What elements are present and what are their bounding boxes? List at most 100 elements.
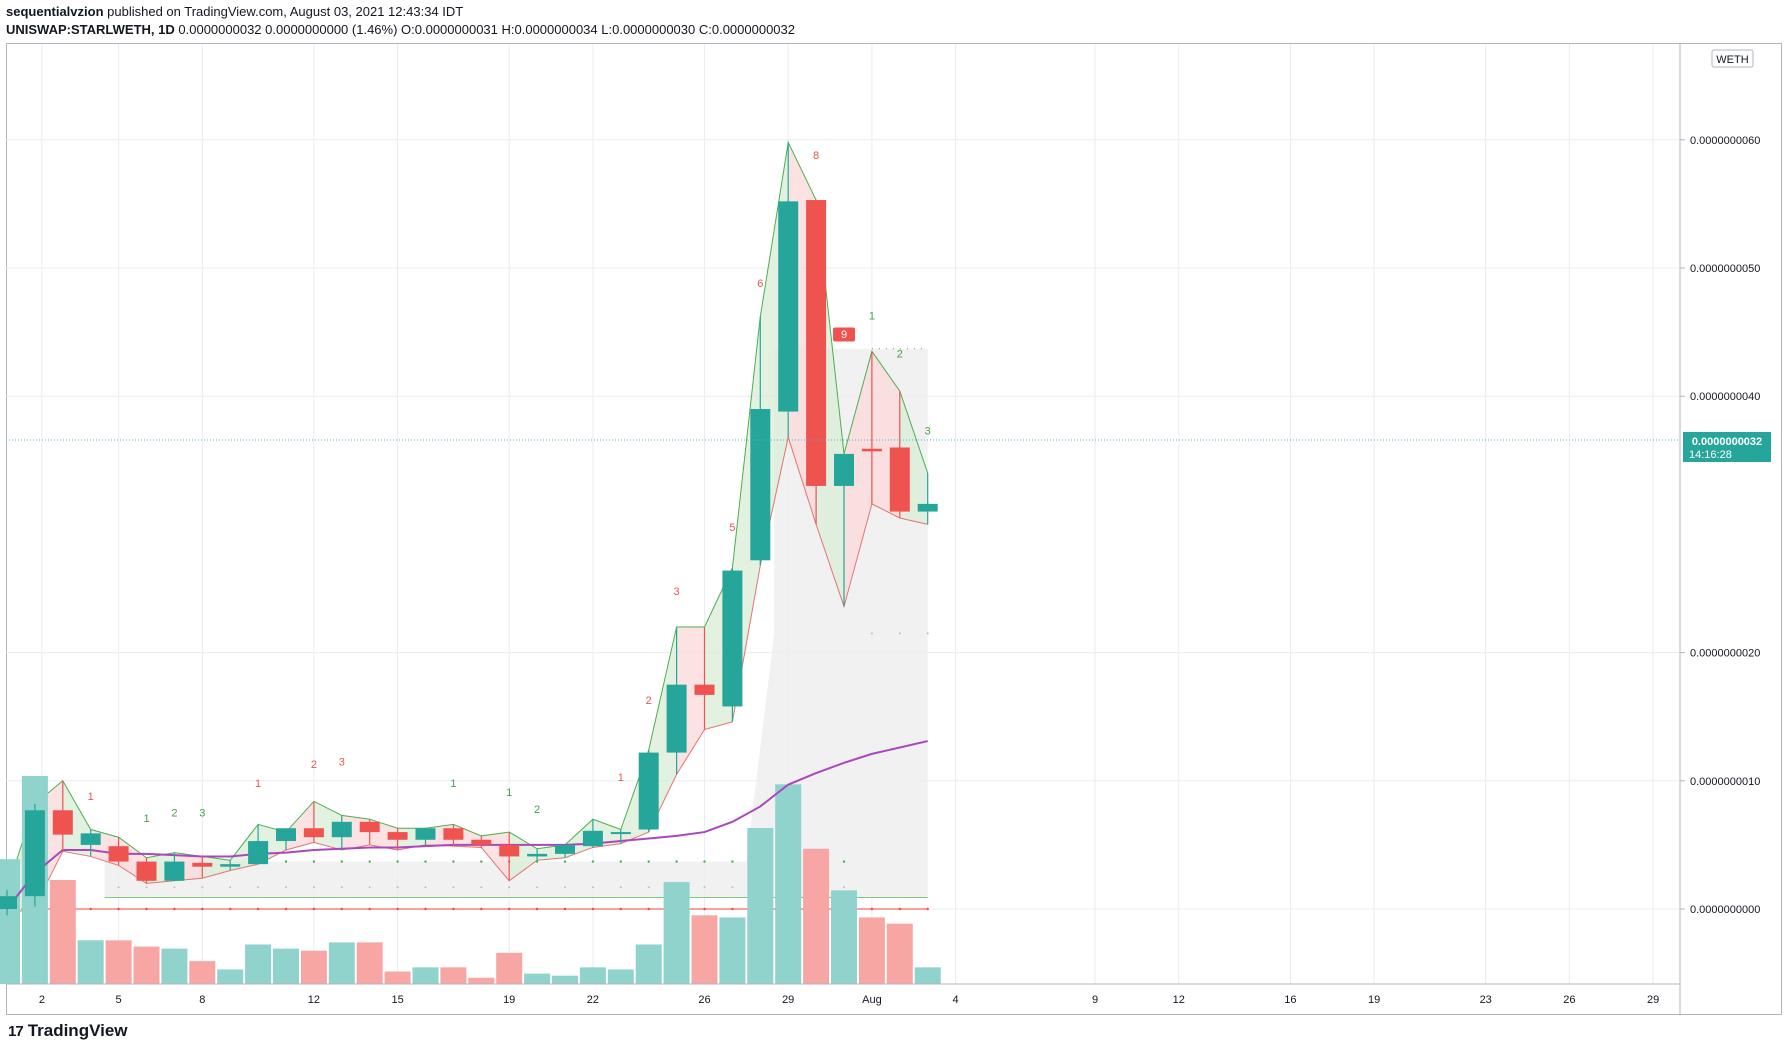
candle-body — [80, 833, 101, 845]
level-dot — [703, 907, 706, 911]
volume-bar — [496, 952, 523, 984]
volume-bar — [77, 940, 104, 984]
candle-body — [359, 821, 380, 833]
candle-body — [555, 844, 575, 854]
level-dot — [145, 886, 148, 889]
level-dot — [619, 860, 622, 863]
candle-body — [192, 862, 213, 867]
level-dot — [396, 907, 399, 911]
price-tick-label: 0.0000000020 — [1690, 648, 1760, 660]
price-tick-label: 0.0000000040 — [1690, 391, 1760, 403]
time-axis: 2 5 8 12 15 19 22 26 29 Aug 4 9 12 16 19 23 26 29 — [6, 983, 1680, 1006]
td-count-label: 3 — [925, 426, 931, 438]
volume-bar — [747, 828, 774, 984]
volume-bar — [663, 882, 690, 984]
level-dot — [647, 860, 650, 863]
level-dot — [675, 860, 678, 863]
volume-bar — [691, 915, 718, 984]
level-dot — [284, 907, 288, 911]
candle-body — [778, 201, 799, 412]
volume-bar — [914, 967, 941, 984]
td-count-label: 2 — [534, 804, 540, 816]
td-count-label: 1 — [506, 787, 512, 799]
volume-bar — [133, 946, 160, 984]
candles — [0, 142, 938, 916]
candle-body — [527, 853, 548, 857]
level-dot — [843, 886, 845, 889]
level-dot — [229, 907, 232, 911]
volume-bar — [579, 967, 606, 984]
volume-bar — [858, 917, 885, 984]
currency-badge[interactable]: WETH — [1711, 49, 1754, 68]
published-text: published on TradingView.com, August 03,… — [107, 4, 464, 19]
level-dot — [368, 907, 371, 911]
level-dot — [117, 907, 120, 911]
candle-body — [331, 821, 352, 838]
price-tick-label: 0.0000000000 — [1690, 904, 1760, 916]
time-tick-label: 12 — [308, 994, 320, 1006]
candle-body — [220, 864, 241, 867]
candle-body — [610, 832, 631, 835]
level-dot — [424, 907, 427, 911]
volume-bar — [468, 977, 495, 984]
time-tick-label: Aug — [862, 994, 882, 1006]
level-dot — [564, 886, 566, 889]
level-dot — [424, 860, 427, 863]
candle-body — [499, 844, 520, 857]
moving-average — [6, 740, 928, 910]
price-tag-value: 0.0000000032 — [1692, 436, 1762, 448]
level-dot — [731, 907, 734, 911]
candle-body — [889, 447, 910, 512]
level-dot — [145, 907, 148, 911]
time-tick-label: 5 — [116, 994, 122, 1006]
candle-body — [387, 832, 408, 840]
volume-bar — [552, 975, 578, 984]
td-count-label: 1 — [869, 310, 875, 322]
td-count-label: 2 — [171, 808, 177, 820]
level-dot — [563, 860, 567, 863]
level-dot — [368, 886, 371, 889]
candle-body — [917, 503, 938, 512]
time-tick-label: 23 — [1480, 994, 1492, 1006]
level-dot — [536, 886, 539, 889]
td-count-label: 8 — [813, 150, 819, 162]
price-tick-label: 0.0000000010 — [1690, 776, 1760, 788]
level-dot — [480, 886, 483, 889]
level-dot — [284, 860, 288, 863]
level-dot — [201, 907, 204, 911]
brand-name: TradingView — [27, 1021, 128, 1040]
author-name[interactable]: sequentialvzion — [6, 4, 104, 19]
volume-bar — [328, 942, 355, 984]
td-count-label: 1 — [88, 791, 94, 803]
price-tag-countdown: 14:16:28 — [1689, 449, 1732, 461]
low-envelope — [6, 435, 928, 916]
level-dot — [591, 907, 595, 911]
level-dot — [285, 886, 287, 889]
level-dot — [647, 886, 650, 889]
ohlc-values: 0.0000000032 0.0000000000 (1.46%) O:0.00… — [178, 22, 795, 37]
td-count-label: 6 — [757, 278, 763, 290]
candle-body — [443, 828, 464, 840]
price-tag: 0.0000000032 14:16:28 — [1683, 432, 1771, 462]
cloud-segment — [286, 801, 314, 851]
level-dot — [340, 907, 343, 911]
candle-body — [806, 200, 827, 486]
td-count-label: 3 — [674, 586, 680, 598]
td-count-label: 1 — [618, 772, 624, 784]
level-dot — [535, 907, 539, 911]
level-dot — [257, 886, 260, 889]
volume-bar — [161, 948, 188, 984]
candle-body — [136, 861, 157, 881]
level-dot — [591, 886, 594, 889]
tradingview-logo[interactable]: 17 TradingView — [8, 1021, 128, 1041]
td-count-label: 5 — [729, 522, 735, 534]
level-dot — [508, 886, 511, 889]
volume-bar — [635, 944, 662, 984]
level-dot — [396, 886, 399, 889]
level-dot — [703, 860, 706, 863]
level-dot — [89, 907, 92, 911]
quote-line: UNISWAP:STARLWETH, 1D 0.0000000032 0.000… — [6, 22, 795, 37]
volume-bars — [0, 776, 941, 984]
td-count-label: 1 — [255, 778, 261, 790]
